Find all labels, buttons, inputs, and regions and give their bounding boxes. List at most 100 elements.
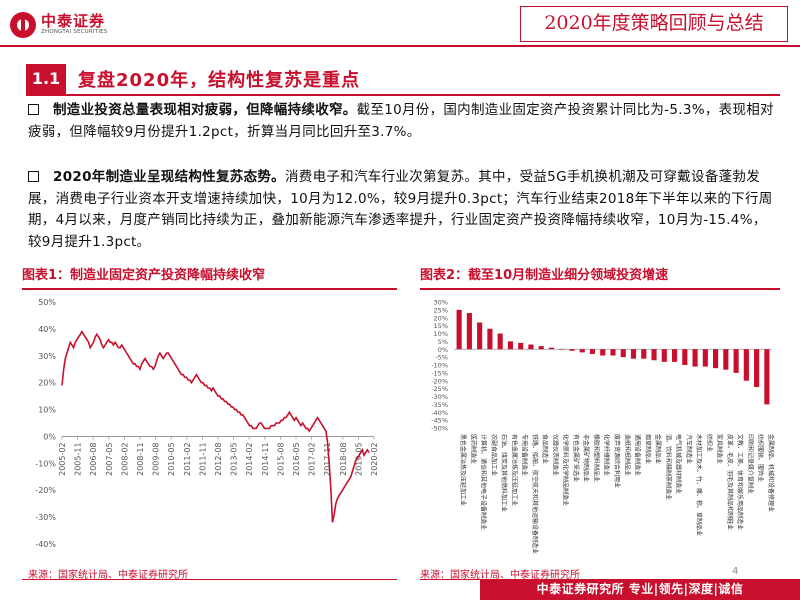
section-divider — [26, 94, 780, 96]
category-label: 通用设备制造业 — [634, 434, 642, 476]
category-label: 废弃资源综合利用业 — [613, 434, 621, 488]
bar — [477, 322, 483, 350]
bullet-square-icon — [28, 104, 39, 115]
x-tick-label: 2008-02 — [120, 442, 129, 475]
bar — [743, 349, 749, 381]
figure-1-source: 来源：国家统计局、中泰证券研究所 — [28, 570, 188, 581]
section-title: 复盘2020年，结构性复苏是重点 — [78, 70, 361, 91]
series-line — [61, 330, 370, 523]
category-label: 医药制造业 — [469, 434, 477, 464]
bar — [466, 313, 472, 350]
footer-banner: 中泰证券研究所 专业|领先|深度|诚信 — [480, 579, 800, 600]
category-label: 纺织业 — [705, 434, 713, 452]
y-tick-label: 20% — [434, 314, 448, 322]
bar — [559, 349, 565, 350]
x-tick-label: 2012-08 — [214, 442, 223, 475]
y-tick-label: -35% — [431, 401, 448, 409]
y-tick-label: -40% — [431, 409, 448, 417]
y-tick-label: 15% — [434, 322, 448, 330]
paragraph-2-body: 消费电子和汽车行业次第复苏。其中，受益5G手机换机潮及可穿戴设备蓬勃发展，消费电… — [28, 169, 773, 250]
category-label: 造纸和纸制品业 — [623, 434, 631, 476]
category-label: 有色金属矿采选业 — [572, 434, 580, 482]
figure-2-rule — [420, 288, 780, 290]
bar-chart: 30%25%20%15%10%5%0%-5%-10%-15%-20%-25%-3… — [431, 299, 775, 555]
y-tick-label: 50% — [38, 298, 56, 307]
bar — [723, 349, 729, 370]
figure-1-source-rule — [22, 579, 397, 580]
y-tick-label: -50% — [431, 425, 448, 433]
category-label: 印刷和记录媒介复制业 — [746, 434, 754, 494]
x-tick-label: 2014-11 — [261, 442, 270, 475]
category-label: 仪器仪表制造业 — [551, 434, 559, 476]
company-logo: 中泰证券 ZHONGTAI SECURITIES — [10, 10, 120, 38]
bar — [733, 349, 739, 373]
x-tick-label: 2017-02 — [308, 442, 317, 475]
x-tick-label: 2010-05 — [167, 442, 176, 475]
y-tick-label: -10% — [35, 459, 56, 468]
paragraph-2: 2020年制造业呈现结构性复苏态势。消费电子和汽车行业次第复苏。其中，受益5G手… — [28, 167, 780, 253]
bar — [528, 344, 534, 350]
x-tick-label: 2007-05 — [105, 442, 114, 475]
y-tick-label: 30% — [434, 299, 448, 307]
category-label: 酒、饮料和精制茶制造业 — [664, 434, 672, 500]
bar — [456, 309, 462, 350]
paragraph-1-body: 截至10月份，国内制造业固定资产投资累计同比为-5.3%，表现相对疲弱，但降幅较… — [28, 102, 774, 140]
logo-text: 中泰证券 — [41, 12, 106, 30]
category-label: 电气机械及器材制造业 — [675, 434, 683, 494]
bar — [692, 349, 698, 367]
category-label: 金属制品、机械和设备修理业 — [767, 434, 775, 512]
category-label: 烟草制品业 — [644, 434, 652, 464]
bullet-square-icon — [28, 171, 39, 182]
line-chart: 50% 40% 30% 20% 10% 0% -10% -20% -30% -40% 2005-02… — [35, 298, 379, 549]
x-tick-label: 2014-02 — [245, 442, 254, 475]
y-tick-label: -20% — [35, 486, 56, 495]
y-tick-label: 25% — [434, 306, 448, 314]
y-tick-label: -30% — [35, 513, 56, 522]
category-label: 家具制造业 — [716, 434, 724, 464]
bar — [579, 349, 585, 353]
y-tick-label: -25% — [431, 385, 448, 393]
x-tick-label: 2017-11 — [323, 442, 332, 475]
x-tick-label: 2016-05 — [292, 442, 301, 475]
bar — [538, 346, 544, 350]
bar — [507, 341, 513, 350]
y-tick-label: 30% — [38, 352, 56, 361]
x-tick-label: 2011-02 — [183, 442, 192, 475]
y-tick-label: 0% — [438, 346, 448, 354]
x-tick-label: 2019-05 — [354, 442, 363, 475]
y-tick-label: -30% — [431, 393, 448, 401]
category-label: 汽车制造业 — [685, 434, 693, 464]
category-label: 文教、工美、体育和娱乐用品制造业 — [736, 434, 744, 530]
category-label: 食品制造业 — [541, 434, 549, 464]
bar — [518, 342, 524, 350]
page-number: 4 — [732, 566, 739, 577]
y-tick-label: -5% — [435, 354, 448, 362]
category-label: 纺织服装、服饰业 — [757, 434, 765, 482]
logo-subtext: ZHONGTAI SECURITIES — [41, 29, 108, 35]
category-label: 皮革、毛皮、羽毛及其制品和制鞋业 — [726, 434, 734, 530]
y-tick-label: -40% — [35, 540, 56, 549]
bar — [754, 349, 760, 388]
bar — [610, 349, 616, 356]
y-tick-label: -45% — [431, 417, 448, 425]
x-tick-label: 2006-08 — [89, 442, 98, 475]
x-tick-label: 2005-02 — [58, 442, 67, 475]
x-tick-label: 2013-05 — [230, 442, 239, 475]
paragraph-1: 制造业投资总量表现相对疲弱，但降幅持续收窄。截至10月份，国内制造业固定资产投资… — [28, 100, 780, 143]
category-label: 计算机、通信和其他电子设备制造业 — [480, 434, 488, 530]
bar — [620, 349, 626, 358]
y-tick-label: -20% — [431, 377, 448, 385]
y-tick-label: 0% — [43, 432, 56, 441]
category-label: 石油、煤炭及其他燃料加工业 — [500, 434, 508, 512]
bar — [713, 349, 719, 369]
x-tick-label: 2015-08 — [276, 442, 285, 475]
x-tick-label: 2008-11 — [136, 442, 145, 475]
bar — [641, 349, 647, 359]
bar — [764, 349, 770, 405]
x-tick-label: 2009-08 — [152, 442, 161, 475]
bar — [548, 347, 555, 350]
category-label: 有色金属冶炼及压延加工业 — [510, 434, 518, 506]
y-tick-label: -10% — [431, 362, 448, 370]
bar — [651, 349, 657, 361]
category-label: 橡胶和塑料制品业 — [592, 434, 600, 482]
